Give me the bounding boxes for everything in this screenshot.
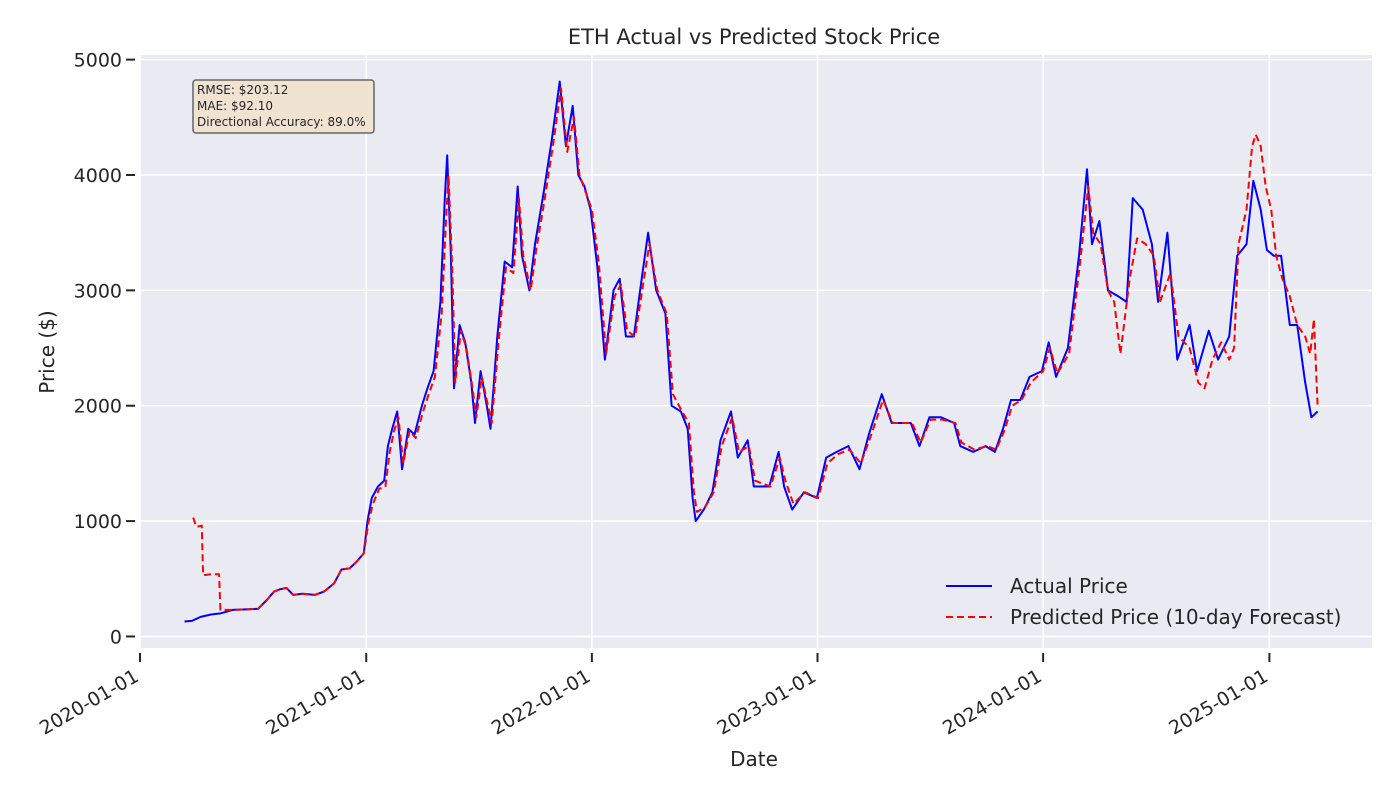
x-tick-label: 2021-01-01 (262, 665, 369, 739)
y-tick-label: 1000 (74, 511, 122, 533)
stats-box: RMSE: $203.12 MAE: $92.10 Directional Ac… (192, 79, 375, 134)
y-tick-label: 3000 (74, 280, 122, 302)
plot-area (140, 55, 1372, 648)
y-tick-label: 0 (110, 626, 122, 648)
series-line-actual-price (184, 80, 1319, 623)
y-axis-label: Price ($) (35, 310, 59, 393)
y-tick-label: 5000 (74, 50, 122, 72)
x-tick-label: 2022-01-01 (488, 665, 595, 739)
x-tick-label: 2025-01-01 (1165, 665, 1272, 739)
chart-title: ETH Actual vs Predicted Stock Price (568, 25, 940, 49)
stats-directional-accuracy: Directional Accuracy: 89.0% (197, 115, 366, 129)
legend-label-predicted: Predicted Price (10-day Forecast) (1010, 605, 1341, 629)
x-tick-label: 2020-01-01 (36, 665, 143, 739)
stats-box-background (192, 79, 375, 134)
y-tick-label: 2000 (74, 396, 122, 418)
x-tick-label: 2024-01-01 (939, 665, 1046, 739)
x-tick-label: 2023-01-01 (713, 665, 820, 739)
y-tick-label: 4000 (74, 165, 122, 187)
legend: Actual Price Predicted Price (10-day For… (946, 574, 1341, 629)
series-layer (184, 80, 1319, 623)
grid-lines (139, 55, 1372, 648)
series-line-predicted-price (192, 87, 1319, 611)
x-axis-label: Date (730, 747, 778, 771)
stats-rmse: RMSE: $203.12 (197, 83, 288, 97)
legend-label-actual: Actual Price (1010, 574, 1128, 598)
stats-mae: MAE: $92.10 (197, 99, 273, 113)
